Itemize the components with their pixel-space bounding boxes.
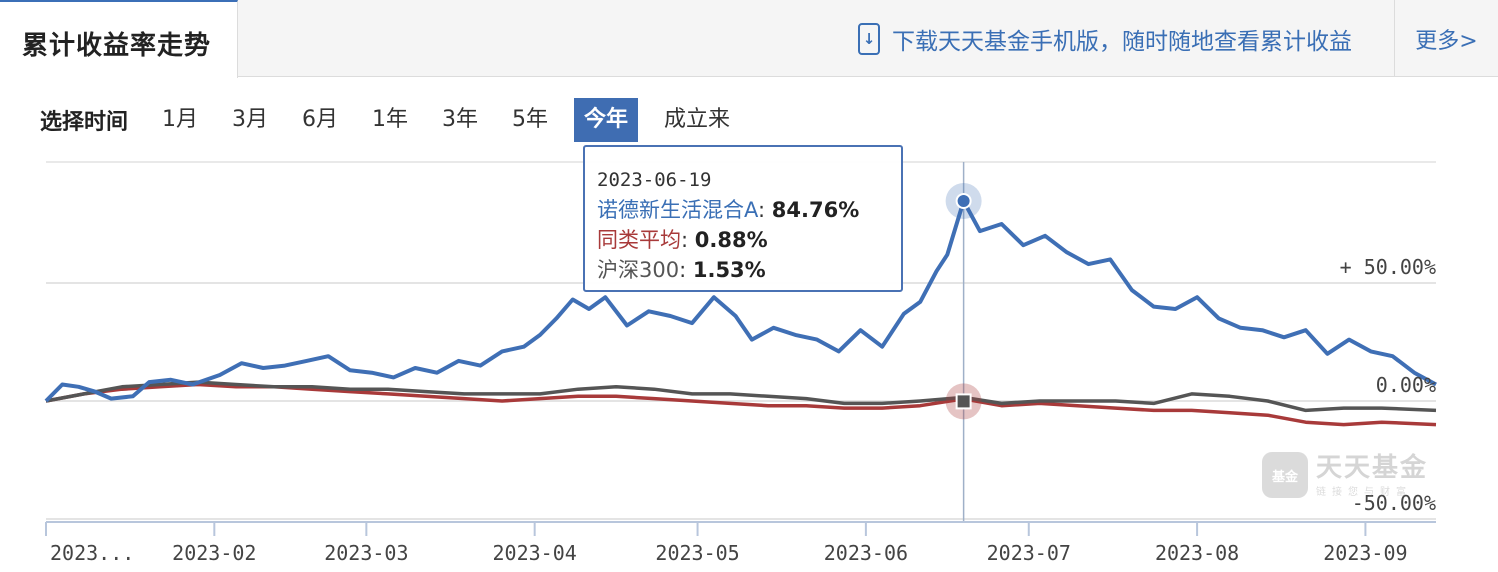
chart-title-tab[interactable]: 累计收益率走势 <box>0 0 238 78</box>
app-download-link[interactable]: ↓ 下载天天基金手机版，随时随地查看累计收益 <box>858 22 1352 56</box>
x-tick-label: 2023-07 <box>987 541 1071 565</box>
tooltip-peer-name: 同类平均 <box>597 228 681 252</box>
hover-point-index <box>955 393 972 410</box>
range-1y-button[interactable]: 1年 <box>372 107 409 132</box>
app-download-text: 下载天天基金手机版，随时随地查看累计收益 <box>892 29 1352 55</box>
phone-download-icon: ↓ <box>858 23 880 55</box>
y-tick-label: 0.00% <box>1376 373 1436 397</box>
time-range-selector: 选择时间 1月 3月 6月 1年 3年 5年 今年 成立来 <box>40 98 756 142</box>
range-ytd-button[interactable]: 今年 <box>574 98 639 142</box>
range-since-inception-button[interactable]: 成立来 <box>664 107 731 132</box>
x-tick-label: 2023-03 <box>324 541 408 565</box>
tooltip-fund-name: 诺德新生活混合A <box>597 198 758 222</box>
x-tick-label: 2023-02 <box>172 541 256 565</box>
y-axis-labels: + 50.00% 0.00% -50.00% <box>1340 255 1436 515</box>
more-link[interactable]: 更多> <box>1415 28 1478 54</box>
chart-header: 累计收益率走势 ↓ 下载天天基金手机版，随时随地查看累计收益 更多> <box>0 0 1498 78</box>
time-range-label: 选择时间 <box>40 110 129 135</box>
y-tick-label: + 50.00% <box>1340 255 1436 279</box>
x-tick-label: 2023-04 <box>493 541 577 565</box>
tooltip-date: 2023-06-19 <box>597 169 712 191</box>
x-tick-label: 2023-05 <box>655 541 739 565</box>
range-5y-button[interactable]: 5年 <box>512 107 549 132</box>
x-axis: 2023... 2023-02 2023-03 2023-04 2023-05 2023-… <box>45 521 1436 565</box>
range-3m-button[interactable]: 3月 <box>232 107 269 132</box>
watermark-name: 天天基金 <box>1316 452 1429 483</box>
series-line-1 <box>45 382 1437 427</box>
x-tick-label: 2023... <box>50 541 134 565</box>
x-tick-label: 2023-09 <box>1323 541 1407 565</box>
watermark-logo: 基金 <box>1262 452 1308 498</box>
tooltip-peer-value: 0.88% <box>694 228 768 252</box>
brand-watermark: 基金 天天基金 链接您与财富 <box>1262 452 1428 498</box>
x-tick-label: 2023-06 <box>824 541 908 565</box>
chart-tooltip: 2023-06-19 诺德新生活混合A: 84.76% 同类平均: 0.88% … <box>583 145 903 292</box>
tooltip-index-value: 1.53% <box>692 258 766 282</box>
hover-markers <box>945 182 982 420</box>
x-tick-label: 2023-08 <box>1155 541 1239 565</box>
series-lines <box>44 199 1437 427</box>
hover-point-fund <box>955 192 972 209</box>
range-6m-button[interactable]: 6月 <box>302 107 339 132</box>
series-line-0 <box>44 199 1437 403</box>
tooltip-row-index: 沪深300: 1.53% <box>597 258 766 282</box>
tooltip-index-name: 沪深300 <box>597 258 680 282</box>
tooltip-row-peer: 同类平均: 0.88% <box>597 228 768 252</box>
tooltip-fund-value: 84.76% <box>771 198 860 222</box>
tooltip-row-fund: 诺德新生活混合A: 84.76% <box>597 198 860 222</box>
y-tick-label: -50.00% <box>1352 491 1436 515</box>
watermark-slogan: 链接您与财富 <box>1316 486 1412 498</box>
range-1m-button[interactable]: 1月 <box>162 107 199 132</box>
range-3y-button[interactable]: 3年 <box>442 107 479 132</box>
more-link-wrap: 更多> <box>1394 0 1498 77</box>
series-line-2 <box>45 380 1437 413</box>
grid-lines <box>46 161 1436 522</box>
